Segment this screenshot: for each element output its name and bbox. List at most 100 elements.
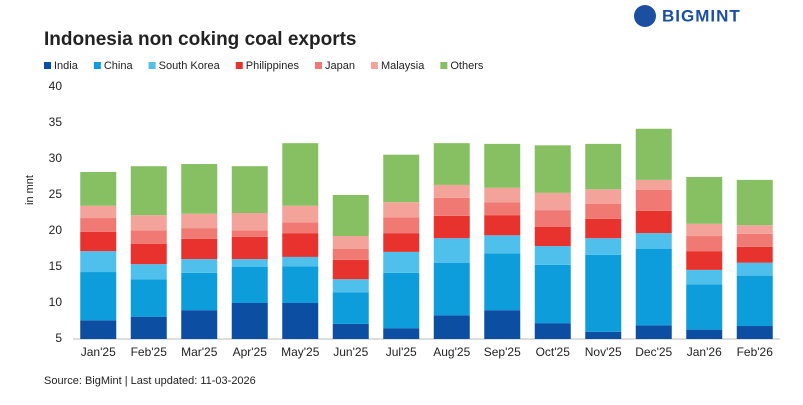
legend-label: India [54, 60, 79, 72]
legend-swatch [93, 62, 101, 69]
bar-segment [383, 233, 420, 252]
bar-segment [433, 315, 470, 339]
bar-segment [282, 205, 319, 223]
x-tick-label: Apr'25 [233, 345, 268, 359]
bar-segment [686, 329, 723, 339]
y-tick-label: 10 [49, 295, 63, 309]
y-tick-label: 5 [55, 331, 62, 345]
bar-segment [534, 145, 571, 193]
bar-segment [534, 264, 571, 324]
bar-segment [736, 262, 773, 276]
x-tick-label: Jan'25 [81, 345, 116, 359]
bar-segment [585, 218, 622, 239]
bar-segment [332, 292, 369, 324]
bar-segment [433, 197, 470, 216]
x-tick-label: Jul'25 [386, 345, 417, 359]
bar-segment [484, 253, 521, 311]
bar-segment [383, 202, 420, 218]
bar-segment [332, 323, 369, 339]
bar-segment [686, 236, 723, 252]
bar-segment [383, 154, 420, 203]
logo-icon [634, 5, 656, 27]
x-tick-label: May'25 [281, 345, 320, 359]
y-tick-label: 20 [49, 223, 63, 237]
x-tick-label: Feb'26 [737, 345, 774, 359]
bar-segment [231, 236, 268, 260]
bar-segment [80, 231, 117, 252]
bar-segment [433, 184, 470, 198]
bar-segment [433, 215, 470, 239]
bar-segment [282, 266, 319, 303]
bar-segment [181, 213, 218, 229]
bar-segment [534, 210, 571, 227]
bar-segment [130, 279, 167, 317]
bar-segment [130, 316, 167, 339]
bar-segment [130, 230, 167, 244]
bar-segment [686, 251, 723, 270]
bar-segment [332, 259, 369, 280]
bar-segment [484, 143, 521, 188]
bar-segment [80, 205, 117, 219]
legend-swatch [440, 62, 448, 69]
bar-segment [484, 215, 521, 236]
bar-segment [484, 187, 521, 203]
bar-segment [130, 264, 167, 280]
x-tick-label: Jan'26 [687, 345, 722, 359]
bar-segment [635, 210, 672, 234]
bar-segment [686, 269, 723, 285]
bar-segment [181, 272, 218, 311]
legend-swatch [44, 62, 51, 69]
bar-segment [635, 128, 672, 180]
bar-segment [736, 225, 773, 234]
bar-segment [433, 143, 470, 185]
bar-segment [282, 222, 319, 234]
y-tick-label: 30 [49, 151, 63, 165]
x-tick-label: Aug'25 [433, 345, 470, 359]
bar-segment [383, 272, 420, 329]
bar-segment [181, 310, 218, 339]
bar-segment [585, 238, 622, 255]
legend-label: Malaysia [381, 60, 425, 72]
bar-segment [736, 179, 773, 226]
bar-segment [383, 217, 420, 234]
x-tick-label: Nov'25 [585, 345, 622, 359]
y-tick-label: 25 [49, 187, 63, 201]
legend-swatch [314, 62, 322, 69]
legend-label: Others [450, 60, 484, 72]
bar-segment [635, 233, 672, 249]
bar-segment [484, 310, 521, 339]
bar-segment [282, 303, 319, 339]
bar-segment [282, 143, 319, 206]
bar-segment [736, 326, 773, 339]
bar-segment [332, 236, 369, 249]
bar-segment [433, 238, 470, 263]
bar-segment [635, 325, 672, 339]
y-tick-label: 35 [49, 115, 63, 129]
bar-segment [80, 320, 117, 339]
legend-label: China [104, 60, 134, 72]
bar-segment [736, 233, 773, 247]
bar-segment [585, 189, 622, 204]
x-tick-label: Oct'25 [536, 345, 571, 359]
bar-segment [80, 251, 117, 273]
bar-segment [383, 251, 420, 273]
bar-segment [80, 218, 117, 232]
bar-segment [484, 202, 521, 216]
y-tick-label: 15 [49, 259, 63, 273]
x-tick-label: Mar'25 [181, 345, 218, 359]
bar-segment [484, 235, 521, 254]
bar-segment [80, 272, 117, 321]
bar-segment [181, 164, 218, 214]
bar-segment [130, 215, 167, 231]
bar-segment [433, 262, 470, 316]
bar-segment [231, 267, 268, 303]
bar-segment [585, 331, 622, 339]
legend-label: Japan [325, 60, 355, 72]
bar-segment [585, 254, 622, 332]
bar-segment [534, 192, 571, 211]
bar-segment [231, 259, 268, 267]
bar-segment [534, 323, 571, 339]
bar-segment [686, 223, 723, 237]
bar-segment [332, 279, 369, 293]
